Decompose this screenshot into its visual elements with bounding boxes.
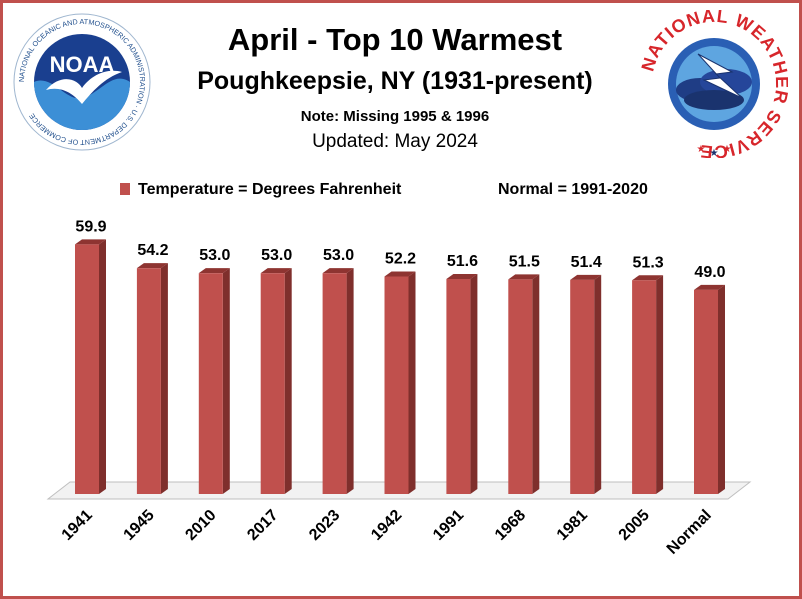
svg-text:★: ★ (697, 144, 706, 155)
chart-subtitle: Poughkeepsie, NY (1931-present) (197, 67, 593, 95)
bar-front (75, 244, 99, 494)
noaa-wordmark: NOAA (50, 52, 115, 77)
updated-text: Updated: May 2024 (312, 131, 478, 152)
bar-top (384, 271, 416, 277)
value-label: 51.4 (571, 254, 602, 271)
bar-1968 (508, 274, 540, 494)
bar-side (532, 274, 540, 494)
category-label: 2017 (244, 507, 281, 544)
nws-logo: NATIONAL WEATHER SERVICE ★ ★ ★ (640, 10, 788, 158)
value-label: 53.0 (261, 247, 292, 264)
value-label: 54.2 (137, 242, 168, 259)
category-label: 2023 (306, 507, 343, 544)
value-label: 49.0 (694, 264, 725, 281)
bar-side (408, 271, 416, 494)
bar-side (718, 284, 725, 494)
bar-Normal (694, 284, 725, 494)
bar-side (284, 268, 292, 494)
noaa-logo: NATIONAL OCEANIC AND ATMOSPHERIC ADMINIS… (13, 13, 151, 151)
bar-top (198, 268, 230, 274)
bar-front (632, 280, 657, 494)
svg-text:★: ★ (723, 144, 732, 155)
bar-2005 (632, 275, 664, 494)
bar-top (694, 284, 725, 290)
bar-1945 (136, 263, 168, 494)
bar-front (198, 273, 223, 494)
chart-title: April - Top 10 Warmest (227, 22, 563, 57)
bar-front (136, 268, 161, 494)
bar-top (570, 274, 602, 280)
bar-1942 (384, 271, 416, 494)
bar-top (508, 274, 540, 280)
category-label: Normal (664, 507, 715, 558)
bar-side (99, 239, 106, 494)
bar-front (260, 273, 285, 494)
bar-top (632, 275, 664, 281)
value-label: 51.3 (633, 254, 664, 271)
legend-normal-label: Normal = 1991-2020 (498, 181, 648, 198)
bars-group (75, 239, 725, 494)
bar-front (384, 276, 409, 494)
bar-side (160, 263, 168, 494)
chart-note: Note: Missing 1995 & 1996 (300, 108, 490, 125)
category-labels-group: 1941 1945 2010 2017 2023 1942 1991 1968 1981 2005… (59, 507, 715, 558)
category-label: 1981 (554, 507, 591, 544)
bar-1981 (570, 274, 602, 494)
bar-top (260, 268, 292, 274)
bar-top (75, 239, 106, 245)
bar-front (446, 279, 471, 494)
bar-top (136, 263, 168, 269)
category-label: 1945 (121, 507, 158, 544)
category-label: 1942 (368, 507, 405, 544)
category-label: 2010 (182, 507, 219, 544)
value-labels-group: 59.9 54.2 53.0 53.0 53.0 52.2 51.6 51.5 51.4 51.3… (75, 218, 725, 280)
bar-1941 (75, 239, 106, 494)
bar-2017 (260, 268, 292, 494)
value-label: 53.0 (323, 247, 354, 264)
bar-2010 (198, 268, 230, 494)
value-label: 52.2 (385, 251, 416, 268)
bar-side (656, 275, 664, 494)
value-label: 51.5 (509, 253, 540, 270)
legend: Temperature = Degrees Fahrenheit Normal … (120, 181, 648, 199)
svg-text:★: ★ (710, 148, 719, 158)
legend-series-label: Temperature = Degrees Fahrenheit (138, 181, 402, 198)
bar-side (222, 268, 230, 494)
category-label: 1991 (430, 507, 467, 544)
value-label: 51.6 (447, 253, 478, 270)
bar-side (346, 268, 354, 494)
category-label: 1941 (59, 507, 96, 544)
bar-front (570, 279, 595, 494)
bar-top (322, 268, 354, 274)
value-label: 53.0 (199, 247, 230, 264)
category-label: 1968 (492, 507, 529, 544)
bar-1991 (446, 274, 478, 494)
category-label: 2005 (616, 507, 653, 544)
bar-top (446, 274, 478, 279)
legend-swatch (120, 183, 130, 195)
bar-2023 (322, 268, 354, 494)
value-label: 59.9 (75, 218, 106, 235)
bar-front (322, 273, 347, 494)
bar-front (508, 279, 533, 494)
bar-side (594, 274, 602, 494)
bar-front (694, 289, 718, 494)
bar-side (470, 274, 478, 494)
